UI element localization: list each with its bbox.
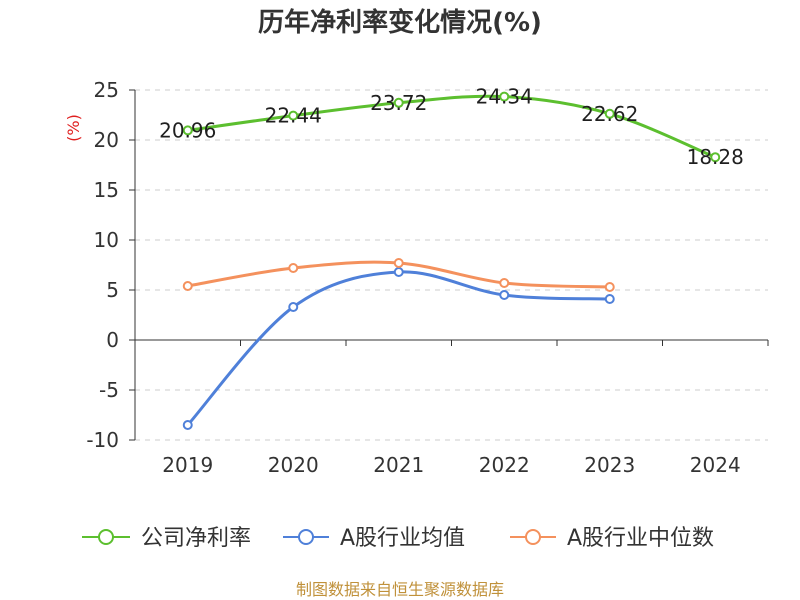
y-tick-label: 15 [94, 178, 119, 202]
axes [129, 89, 769, 441]
data-label: 20.96 [159, 118, 216, 142]
y-tick-label: 20 [94, 128, 119, 152]
data-point [499, 290, 510, 300]
data-point [288, 110, 299, 121]
data-point [499, 278, 510, 288]
x-tick-label: 2020 [268, 453, 319, 477]
data-point [604, 294, 615, 304]
legend-item-company-net-margin[interactable]: 公司净利率 [82, 526, 251, 551]
data-point [182, 281, 193, 291]
x-tick-label: 2024 [690, 453, 741, 477]
data-point [604, 282, 615, 292]
data-point [393, 258, 404, 268]
data-label: 24.34 [476, 85, 533, 109]
data-point [710, 152, 721, 163]
series-line [186, 94, 717, 159]
data-point [182, 125, 193, 136]
y-tick-label: 10 [94, 228, 119, 252]
y-axis-label: (%) [64, 114, 83, 142]
data-point [288, 302, 299, 312]
y-axis-tick-labels: 25 20 15 10 5 0 -5 -10 [86, 78, 119, 452]
x-axis-tick-labels: 2019 2020 2021 2022 2023 2024 [162, 453, 740, 477]
legend-item-industry-median[interactable]: A股行业中位数 [510, 526, 714, 551]
data-point [393, 97, 404, 108]
y-tick-label: -10 [86, 428, 119, 452]
data-label: 22.44 [265, 104, 322, 128]
y-tick-label: 5 [106, 278, 119, 302]
data-point [288, 263, 299, 273]
y-tick-label: 0 [106, 328, 119, 352]
series-line [186, 270, 612, 427]
data-point [393, 267, 404, 277]
x-tick-label: 2023 [584, 453, 635, 477]
series-lines [186, 94, 717, 427]
legend-label: A股行业中位数 [567, 526, 714, 551]
data-point [182, 420, 193, 430]
gridlines [135, 89, 768, 441]
legend-label: 公司净利率 [141, 526, 251, 551]
legend-marker-icon [98, 529, 114, 545]
data-point [604, 108, 615, 119]
x-tick-label: 2021 [373, 453, 424, 477]
legend-label: A股行业均值 [340, 526, 465, 551]
y-tick-label: -5 [99, 378, 119, 402]
chart-title: 历年净利率变化情况(%) [258, 7, 542, 38]
data-labels: 20.96 22.44 23.72 24.34 22.62 18.28 [159, 85, 744, 170]
data-label: 18.28 [687, 145, 744, 169]
x-tick-label: 2022 [479, 453, 530, 477]
data-label: 22.62 [581, 102, 638, 126]
legend-marker-icon [298, 529, 314, 545]
legend-item-industry-average[interactable]: A股行业均值 [283, 526, 465, 551]
series-markers [182, 91, 721, 430]
x-tick-label: 2019 [162, 453, 213, 477]
source-note: 制图数据来自恒生聚源数据库 [296, 580, 504, 599]
legend-marker-icon [525, 529, 541, 545]
y-tick-label: 25 [94, 78, 119, 102]
data-label: 23.72 [370, 91, 427, 115]
legend: 公司净利率 A股行业均值 A股行业中位数 [82, 526, 714, 551]
data-point [499, 91, 510, 102]
